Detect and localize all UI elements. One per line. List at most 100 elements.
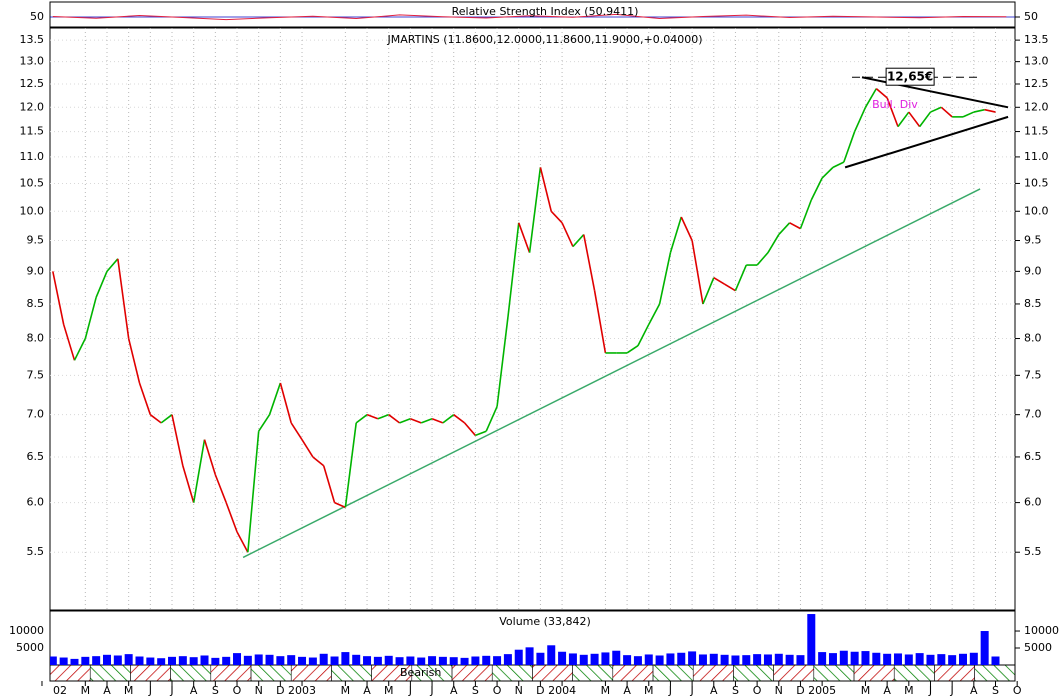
- y-tick-label-right: 6.5: [1024, 450, 1042, 463]
- volume-bar: [731, 655, 740, 665]
- price-segment: [106, 258, 119, 272]
- strip-cell: [612, 664, 654, 682]
- y-tick-label-right: 12.5: [1024, 77, 1049, 90]
- price-segment: [182, 465, 195, 503]
- strip-cell: [451, 664, 493, 682]
- price-segment: [247, 431, 260, 553]
- strip-cell: [692, 664, 734, 682]
- price-segment: [940, 106, 953, 118]
- y-tick-label-right: 6.0: [1024, 496, 1042, 509]
- y-tick-label: 13.0: [20, 55, 45, 68]
- volume-bar: [276, 656, 285, 665]
- price-segment: [539, 167, 553, 212]
- x-tick-label: J: [148, 684, 152, 697]
- volume-bar: [850, 651, 859, 665]
- volume-bar: [677, 652, 686, 665]
- volume-bar: [308, 657, 317, 665]
- y-tick-label: 12.5: [20, 77, 45, 90]
- price-segment: [258, 414, 271, 432]
- volume-bar: [601, 652, 610, 665]
- price-segment: [691, 240, 704, 305]
- volume-bar: [265, 654, 274, 665]
- y-tick-label-right: 9.5: [1024, 234, 1042, 247]
- price-segment: [322, 465, 336, 503]
- volume-bar: [233, 653, 242, 665]
- volume-bar: [991, 656, 1000, 665]
- x-tick-label: J: [668, 684, 672, 697]
- strip-cell: [491, 664, 533, 682]
- volume-bar: [568, 653, 577, 665]
- volume-bar: [893, 653, 902, 665]
- price-segment: [973, 108, 985, 113]
- price-segment: [593, 290, 607, 354]
- price-segment: [832, 161, 845, 169]
- price-segment: [225, 502, 238, 533]
- volume-bar: [948, 655, 957, 665]
- volume-bar: [807, 614, 816, 665]
- price-segment: [648, 303, 661, 325]
- price-segment: [485, 406, 498, 432]
- price-segment: [279, 382, 292, 424]
- y-tick-label-right: 7.5: [1024, 368, 1042, 381]
- y-tick-label: 10.5: [20, 176, 45, 189]
- y-tick-label-right: 5.5: [1024, 545, 1042, 558]
- price-segment: [117, 258, 130, 339]
- volume-bar: [980, 631, 989, 665]
- x-tick-label: M: [81, 684, 91, 697]
- x-tick-label: O: [1013, 684, 1022, 697]
- y-tick-label-right: 13.5: [1024, 33, 1049, 46]
- volume-bar: [168, 656, 177, 665]
- price-segment: [160, 414, 173, 424]
- x-tick-label: A: [883, 684, 891, 697]
- strip-cell: [853, 664, 895, 682]
- price-segment: [171, 414, 184, 466]
- price-segment: [962, 111, 975, 118]
- price-segment: [420, 418, 433, 424]
- price-segment: [778, 222, 791, 236]
- price-segment: [399, 418, 411, 424]
- price-segment: [810, 177, 823, 201]
- volume-bar: [493, 656, 502, 665]
- y-tick-label: 10000: [9, 624, 44, 637]
- x-tick-label: D: [536, 684, 544, 697]
- y-tick-label-right: 12.0: [1024, 100, 1049, 113]
- x-tick-label: M: [644, 684, 654, 697]
- volume-bar: [70, 658, 79, 665]
- price-segment: [52, 271, 65, 325]
- volume-bar: [438, 656, 447, 665]
- volume-bar: [330, 656, 339, 665]
- price-segment: [658, 252, 672, 305]
- strip-cell: [49, 664, 91, 682]
- x-tick-label: J: [429, 684, 433, 697]
- price-segment: [301, 439, 314, 458]
- price-segment: [875, 87, 888, 99]
- x-tick-label: M: [341, 684, 351, 697]
- strip-cell: [532, 664, 573, 682]
- price-segment: [268, 382, 282, 415]
- strip-cell: [934, 664, 975, 682]
- x-tick-label: J: [950, 684, 954, 697]
- volume-bar: [753, 654, 762, 665]
- volume-bar: [178, 656, 187, 665]
- volume-bar: [449, 657, 458, 665]
- y-tick-label-right: 10.5: [1024, 176, 1049, 189]
- price-segment: [669, 216, 683, 253]
- volume-bar: [254, 654, 263, 665]
- volume-bar: [774, 653, 783, 665]
- price-segment: [637, 324, 650, 347]
- trendline: [242, 188, 981, 559]
- strip-cell: [893, 664, 935, 682]
- strip-cell: [974, 664, 1016, 682]
- volume-bar: [157, 658, 166, 665]
- y-tick-label-right: 9.0: [1024, 264, 1042, 277]
- price-segment: [626, 345, 639, 354]
- price-segment: [496, 317, 509, 407]
- price-segment: [572, 234, 585, 248]
- y-tick-label: 9.0: [27, 264, 45, 277]
- strip-cell: [170, 664, 212, 682]
- volume-bar: [828, 653, 837, 665]
- price-segment: [95, 271, 108, 298]
- price-segment: [897, 111, 910, 128]
- y-tick-label: 5000: [16, 641, 44, 654]
- volume-bar: [200, 655, 209, 665]
